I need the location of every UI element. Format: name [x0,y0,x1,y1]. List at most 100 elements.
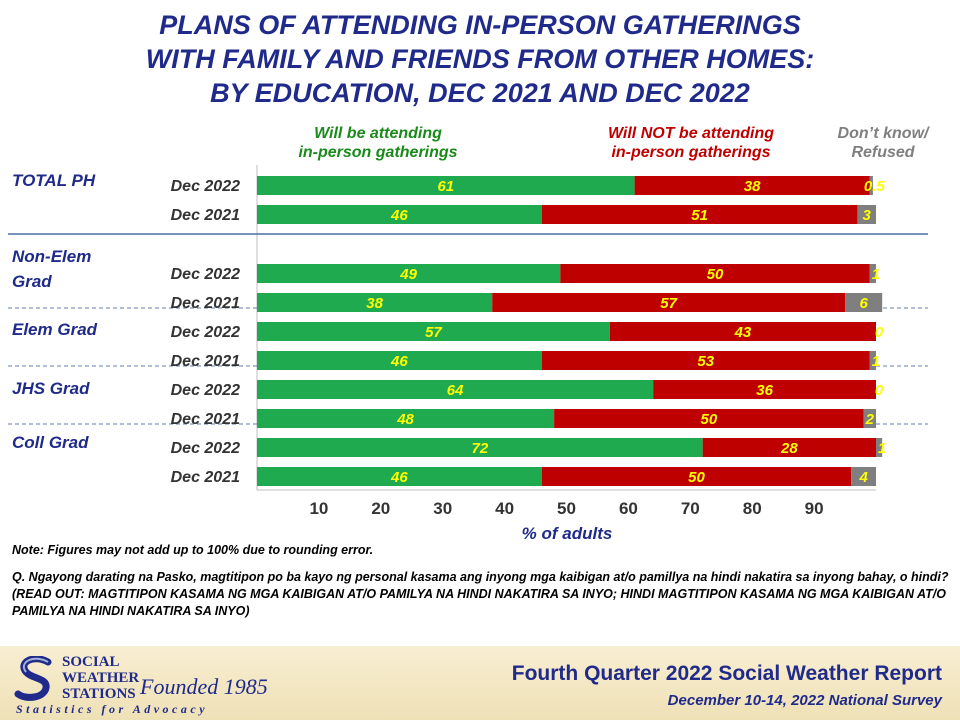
data-label: 1 [872,353,880,370]
data-label: 36 [756,382,773,399]
data-label: 50 [707,266,724,283]
bar-segment [554,409,864,428]
sws-logo-icon [14,656,52,701]
bar-segment [541,205,858,224]
bar-segment [863,409,876,428]
data-label: 72 [471,440,488,457]
data-label: 53 [697,353,714,370]
org-name-line-2: WEATHER [62,670,140,686]
legend-attending-line-2: in-person gatherings [298,144,458,161]
data-label: 0 [875,324,884,341]
report-title: Fourth Quarter 2022 Social Weather Repor… [511,662,942,685]
period-label: Dec 2022 [171,324,240,341]
bar-segment [541,467,852,486]
title-line-2: WITH FAMILY AND FRIENDS FROM OTHER HOMES… [145,44,815,74]
x-tick-label: 10 [309,499,328,518]
org-name-line-1: SOCIAL [62,654,120,670]
footer-band: SOCIAL WEATHER STATIONS Founded 1985 Sta… [0,646,960,720]
x-tick-label: 30 [433,499,452,518]
data-label: 38 [366,295,383,312]
org-name-line-3: STATIONS [62,686,136,702]
group-label: TOTAL PH [12,171,96,190]
data-label: 57 [425,324,442,341]
footnote: Note: Figures may not add up to 100% due… [12,543,374,557]
period-label: Dec 2022 [171,178,240,195]
bar-segment [851,467,876,486]
legend-dont-know-line-1: Don’t know/ [837,125,929,142]
data-label: 46 [390,469,408,486]
group-label: JHS Grad [12,379,90,398]
data-label: 50 [688,469,705,486]
group-label: Elem Grad [12,320,98,339]
data-label: 50 [701,411,718,428]
bar-segment [257,322,610,341]
period-label: Dec 2021 [171,469,240,486]
bar-segment [257,438,703,457]
bar-segment [492,293,846,312]
bar-segment [257,264,561,283]
period-label: Dec 2021 [171,411,240,428]
bar-segment [653,380,876,399]
group-label: Non-Elem [12,247,91,266]
bar-segment [869,176,873,195]
x-tick-label: 40 [495,499,514,518]
data-label: 64 [447,382,464,399]
bar-segment [257,176,635,195]
data-label: 0 [875,382,884,399]
legend-attending: Will be attending in-person gatherings [278,124,478,162]
bar-segment [869,351,876,370]
bar-segment [257,205,542,224]
bar-segment [609,322,876,341]
period-label: Dec 2022 [171,440,240,457]
bar-segment [869,264,876,283]
bar-segment [257,380,654,399]
group-label: Grad [12,272,52,291]
bar-segment [857,205,876,224]
x-axis-label: % of adults [522,524,613,543]
data-label: 48 [396,411,414,428]
bar-segment [257,351,542,370]
data-label: 61 [437,178,454,195]
legend-dont-know-line-2: Refused [851,144,915,161]
x-tick-label: 90 [805,499,824,518]
data-label: 43 [734,324,752,341]
bar-segment [876,438,883,457]
title-line-1: PLANS OF ATTENDING IN-PERSON GATHERINGS [159,10,801,40]
x-tick-label: 80 [743,499,762,518]
group-label: Coll Grad [12,433,89,452]
bar-segment [257,293,493,312]
legend-not-attending-line-2: in-person gatherings [611,144,771,161]
x-tick-label: 50 [557,499,576,518]
data-label: 57 [660,295,677,312]
data-label: 3 [863,207,872,224]
data-label: 46 [390,207,408,224]
legend-dont-know: Don’t know/ Refused [818,124,948,162]
data-label: 4 [858,469,868,486]
survey-question: Q. Ngayong darating na Pasko, magtitipon… [12,570,949,618]
period-label: Dec 2021 [171,353,240,370]
data-label: 1 [872,266,880,283]
x-tick-label: 60 [619,499,638,518]
bar-segment [845,293,883,312]
data-label: 51 [691,207,708,224]
data-label: 46 [390,353,408,370]
bar-segment [257,467,542,486]
bar-segment [560,264,870,283]
period-label: Dec 2022 [171,382,240,399]
data-label: 2 [865,411,875,428]
bar-segment [634,176,870,195]
data-label: 28 [780,440,798,457]
period-label: Dec 2021 [171,295,240,312]
data-label: 49 [399,266,417,283]
x-tick-label: 20 [371,499,390,518]
org-name: SOCIAL WEATHER STATIONS [62,654,139,702]
founded-text: Founded 1985 [140,674,268,699]
period-label: Dec 2022 [171,266,240,283]
x-tick-label: 70 [681,499,700,518]
title-line-3: BY EDUCATION, DEC 2021 AND DEC 2022 [210,78,750,108]
bar-segment [257,409,555,428]
bar-segment [702,438,876,457]
data-label: 6 [859,295,868,312]
data-label: 0.5 [864,178,886,195]
